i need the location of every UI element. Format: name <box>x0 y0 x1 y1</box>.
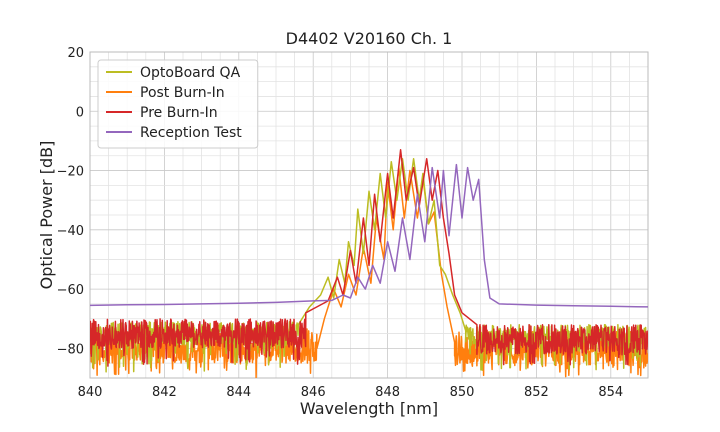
x-tick-label: 846 <box>301 385 326 400</box>
legend-label: Pre Burn-In <box>140 105 218 121</box>
legend-label: OptoBoard QA <box>140 65 241 81</box>
y-tick-label: −60 <box>57 283 84 298</box>
legend-label: Reception Test <box>140 125 242 141</box>
series-line-pre-burn-in <box>90 149 648 367</box>
y-tick-label: −20 <box>57 165 84 180</box>
x-tick-label: 848 <box>375 385 400 400</box>
legend-box <box>97 59 259 149</box>
legend-label: Post Burn-In <box>140 85 225 101</box>
chart-title: D4402 V20160 Ch. 1 <box>286 29 453 48</box>
y-tick-label: −80 <box>57 342 84 357</box>
y-axis-title: Optical Power [dB] <box>37 141 56 290</box>
x-tick-label: 852 <box>524 385 549 400</box>
series-layer <box>90 149 648 378</box>
x-tick-label: 850 <box>450 385 475 400</box>
x-tick-label: 844 <box>226 385 251 400</box>
y-tick-label: 20 <box>67 46 84 61</box>
y-tick-label: −40 <box>57 224 84 239</box>
x-tick-label: 840 <box>78 385 103 400</box>
x-axis-title: Wavelength [nm] <box>300 399 438 418</box>
series-line-reception-test <box>90 163 648 308</box>
plot-border <box>89 51 649 379</box>
x-tick-label: 854 <box>598 385 623 400</box>
legend: OptoBoard QA Post Burn-In Pre Burn-In Recep… <box>97 59 259 149</box>
x-tick-label: 842 <box>152 385 177 400</box>
y-tick-label: 0 <box>76 105 84 120</box>
tick-labels: 840 842 844 846 848 850 852 854 20 0 −20 −40 −60 −80 <box>57 46 624 400</box>
